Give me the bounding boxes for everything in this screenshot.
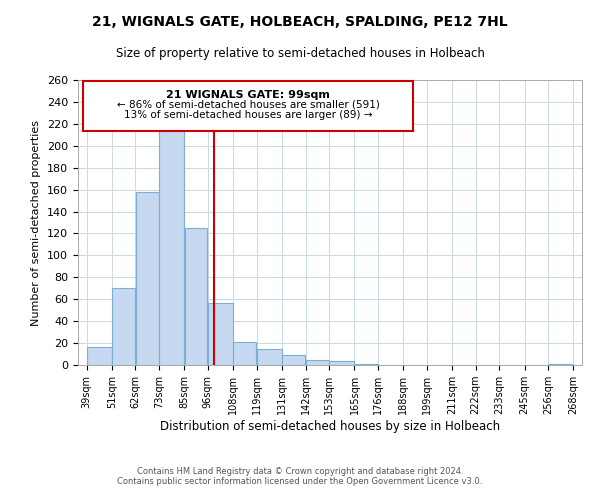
Bar [306,360,329,365]
Bar [548,364,573,365]
Text: 21 WIGNALS GATE: 99sqm: 21 WIGNALS GATE: 99sqm [166,90,330,100]
Bar [329,360,354,365]
Bar [87,348,112,365]
Text: Contains HM Land Registry data © Crown copyright and database right 2024.: Contains HM Land Registry data © Crown c… [137,467,463,476]
Text: 21, WIGNALS GATE, HOLBEACH, SPALDING, PE12 7HL: 21, WIGNALS GATE, HOLBEACH, SPALDING, PE… [92,15,508,29]
Bar [283,355,305,365]
X-axis label: Distribution of semi-detached houses by size in Holbeach: Distribution of semi-detached houses by … [160,420,500,433]
Text: Contains public sector information licensed under the Open Government Licence v3: Contains public sector information licen… [118,477,482,486]
Text: ← 86% of semi-detached houses are smaller (591): ← 86% of semi-detached houses are smalle… [116,100,380,110]
Bar [112,288,135,365]
FancyBboxPatch shape [83,82,413,132]
Bar [185,228,208,365]
Text: Size of property relative to semi-detached houses in Holbeach: Size of property relative to semi-detach… [116,48,484,60]
Bar [257,348,282,365]
Bar [208,302,233,365]
Y-axis label: Number of semi-detached properties: Number of semi-detached properties [31,120,41,326]
Bar [159,125,184,365]
Bar [233,342,256,365]
Text: 13% of semi-detached houses are larger (89) →: 13% of semi-detached houses are larger (… [124,110,373,120]
Bar [136,192,158,365]
Bar [355,364,377,365]
